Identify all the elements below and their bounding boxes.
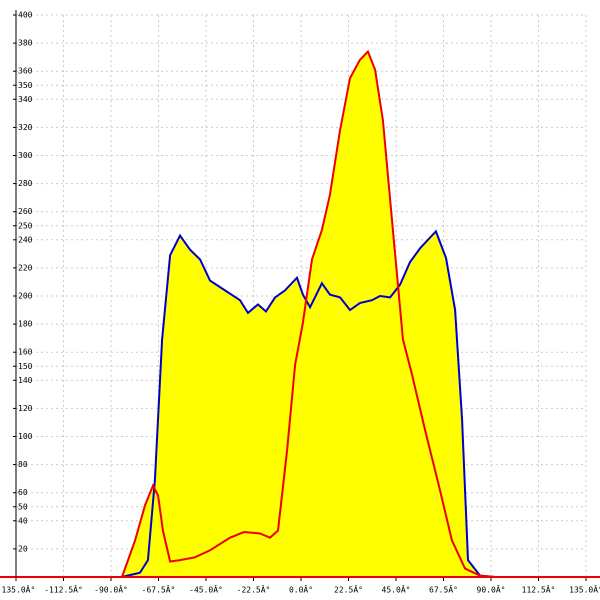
y-tick-label: 160 (18, 348, 33, 357)
y-tick-label: 280 (18, 179, 33, 188)
y-tick-label: 100 (18, 432, 33, 441)
x-tick-label: -45.0Â° (189, 584, 223, 595)
y-tick-label: 240 (18, 235, 33, 244)
y-tick-label: 40 (18, 516, 28, 525)
y-tick-label: 120 (18, 404, 33, 413)
y-tick-label: 380 (18, 39, 33, 48)
x-tick-label: 0.0Â° (289, 584, 313, 595)
y-tick-label: 60 (18, 488, 28, 497)
x-tick-label: 67.5Â° (429, 584, 458, 595)
y-tick-label: 50 (18, 502, 28, 511)
y-tick-label: 350 (18, 81, 33, 90)
x-tick-label: 112.5Â° (522, 584, 556, 595)
x-tick-label: -90.0Â° (94, 584, 128, 595)
x-tick-label: -135.0Â° (0, 584, 35, 595)
y-tick-label: 340 (18, 95, 33, 104)
y-tick-label: 20 (18, 544, 28, 553)
y-tick-label: 250 (18, 221, 33, 230)
x-tick-label: 45.0Â° (382, 584, 411, 595)
x-tick-label: 135.0Â° (569, 584, 600, 595)
y-tick-label: 80 (18, 460, 28, 469)
x-tick-label: -67.5Â° (142, 584, 176, 595)
y-tick-label: 150 (18, 362, 33, 371)
y-tick-label: 360 (18, 67, 33, 76)
y-tick-label: 320 (18, 123, 33, 132)
line (121, 49, 496, 578)
area-fill (121, 51, 496, 577)
y-tick-label: 140 (18, 376, 33, 385)
x-tick-label: 22.5Â° (334, 584, 363, 595)
y-tick-label: 400 (18, 11, 33, 20)
y-tick-label: 260 (18, 207, 33, 216)
y-tick-label: 180 (18, 320, 33, 329)
y-tick-label: 200 (18, 292, 33, 301)
y-tick-label: 220 (18, 263, 33, 272)
x-tick-label: 90.0Â° (477, 584, 506, 595)
x-tick-label: -112.5Â° (44, 584, 83, 595)
x-tick-label: -22.5Â° (237, 584, 271, 595)
y-tick-label: 300 (18, 151, 33, 160)
